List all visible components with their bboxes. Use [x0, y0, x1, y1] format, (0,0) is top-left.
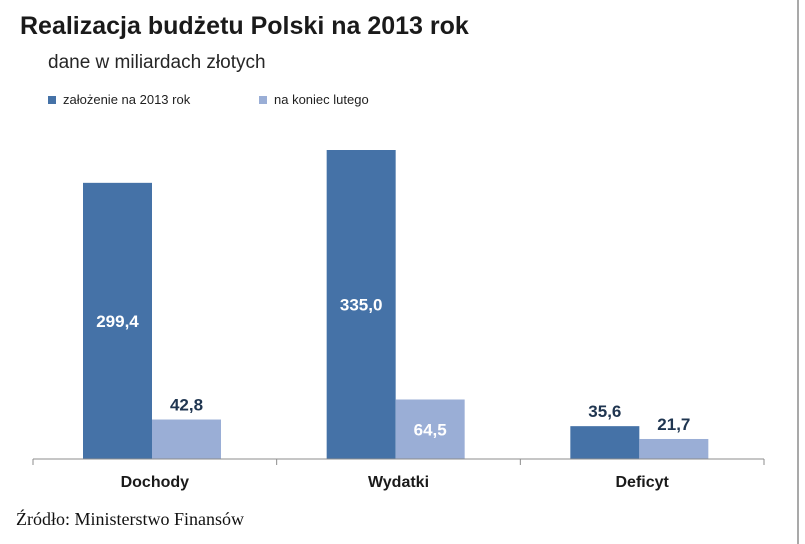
bars-layer [83, 150, 709, 459]
category-label-wydatki: Wydatki [368, 474, 429, 491]
legend-item-series-2: na koniec lutego [259, 92, 369, 107]
chart-title: Realizacja budżetu Polski na 2013 rok [20, 12, 469, 40]
data-label-dochody-series-2: 42,8 [170, 396, 203, 415]
category-label-deficyt: Deficyt [615, 474, 669, 491]
bar-wydatki-series-2 [395, 399, 465, 459]
data-label-wydatki-series-2: 64,5 [414, 420, 447, 439]
bar-deficyt-series-1 [570, 426, 640, 459]
category-labels-layer: Dochody Wydatki Deficyt [121, 474, 670, 491]
legend-swatch-series-1 [48, 95, 56, 104]
data-labels-layer: 299,4 42,8 335,0 64,5 35,6 21,7 [96, 296, 690, 440]
chart-subtitle: dane w miliardach złotych [48, 52, 266, 73]
legend-label-series-2: na koniec lutego [274, 92, 369, 107]
bar-dochody-series-2 [152, 419, 221, 459]
legend-swatch-series-2 [259, 95, 267, 104]
source-note: Źródło: Ministerstwo Finansów [16, 509, 244, 529]
x-axis-ticks [32, 459, 765, 465]
bar-dochody-series-1 [83, 182, 152, 459]
legend-item-series-1: założenie na 2013 rok [48, 92, 190, 107]
data-label-wydatki-series-1: 335,0 [340, 296, 383, 315]
bar-wydatki-series-1 [326, 150, 396, 459]
frame-right-border [797, 0, 799, 544]
data-label-deficyt-series-2: 21,7 [657, 415, 690, 434]
legend-label-series-1: założenie na 2013 rok [63, 92, 191, 107]
data-label-deficyt-series-1: 35,6 [588, 402, 621, 421]
category-label-dochody: Dochody [121, 474, 190, 491]
bar-deficyt-series-2 [639, 438, 709, 459]
data-label-dochody-series-1: 299,4 [96, 312, 139, 331]
